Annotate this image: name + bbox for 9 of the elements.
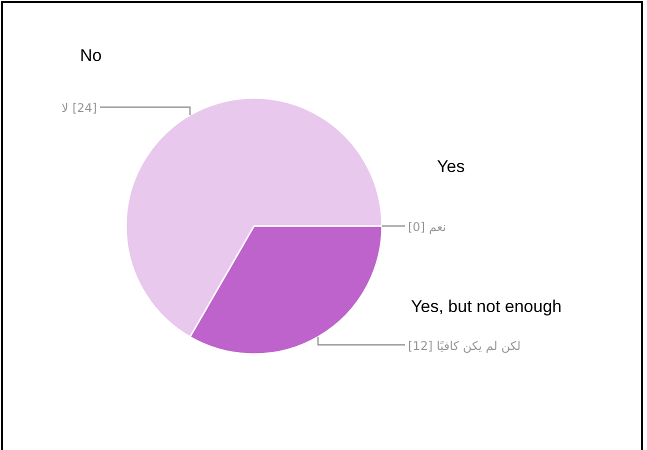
slice-label: لا: [62, 101, 68, 116]
text: Yes, but not enough: [411, 297, 562, 316]
text: Yes: [437, 157, 465, 176]
data-label: [12]: [408, 338, 433, 353]
slice-label: لكن لم يكن كافيًا: [436, 338, 521, 353]
text: [0]: [408, 220, 425, 234]
text: No: [80, 46, 102, 65]
legend-label: نعم: [429, 220, 446, 234]
data-label: [24]: [72, 101, 97, 116]
